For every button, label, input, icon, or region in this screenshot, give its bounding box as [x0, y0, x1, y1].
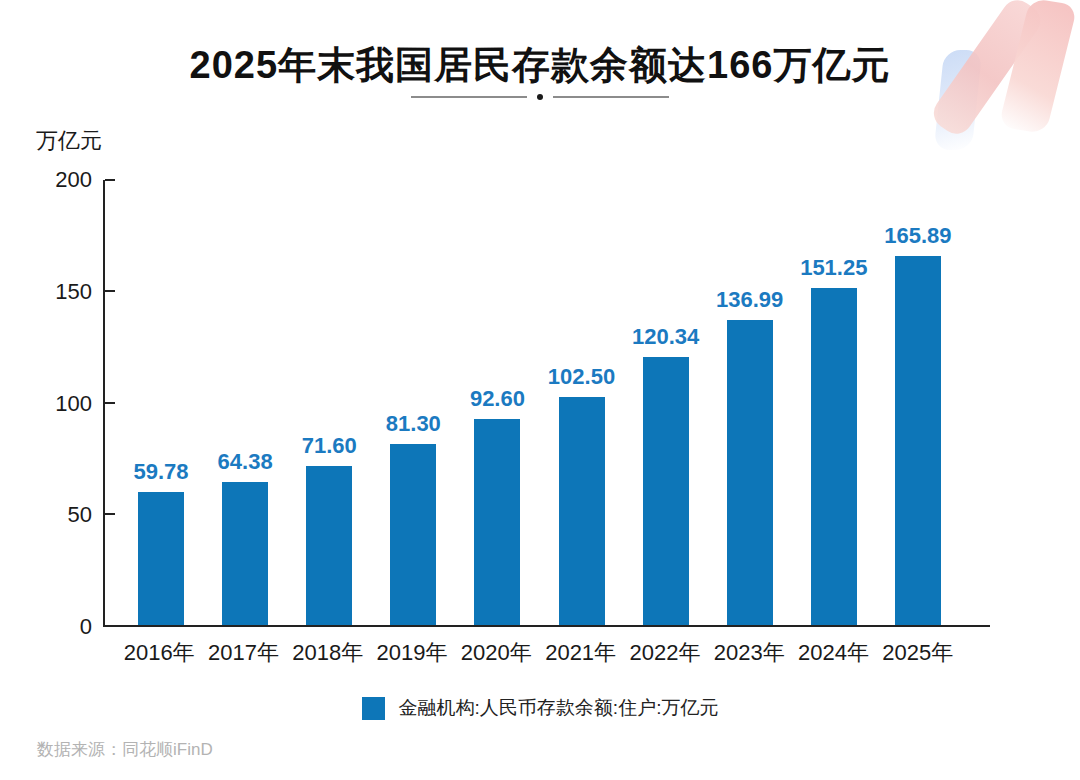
y-axis-tick-mark [105, 402, 115, 404]
bar-column: 102.50 [539, 180, 623, 625]
y-axis-tick-mark [105, 290, 115, 292]
bar-value-label: 92.60 [470, 388, 525, 410]
infographic-canvas: 2025年末我国居民存款余额达166万亿元 万亿元 0 50 100 150 200 5… [0, 0, 1080, 780]
legend: 金融机构:人民币存款余额:住户:万亿元 [0, 695, 1080, 721]
bar [474, 419, 520, 625]
bar-value-label: 81.30 [386, 413, 441, 435]
divider-dot [537, 94, 543, 100]
chart-title: 2025年末我国居民存款余额达166万亿元 [0, 40, 1080, 91]
y-axis-tick-label: 0 [80, 616, 92, 638]
bar [306, 466, 352, 625]
bar-column: 120.34 [624, 180, 708, 625]
bar-column: 81.30 [371, 180, 455, 625]
bar [727, 320, 773, 625]
x-axis-label: 2016年 [117, 638, 201, 668]
x-axis-label: 2019年 [370, 638, 454, 668]
x-axis-label: 2022年 [623, 638, 707, 668]
bar [643, 357, 689, 625]
x-axis-label: 2024年 [791, 638, 875, 668]
y-axis-tick-mark [105, 513, 115, 515]
bar [222, 482, 268, 625]
y-axis-tick-label: 200 [55, 169, 92, 191]
bar-value-label: 59.78 [134, 461, 189, 483]
x-axis-label: 2020年 [454, 638, 538, 668]
x-axis-label: 2017年 [201, 638, 285, 668]
divider-line-right [553, 96, 669, 98]
bar-value-label: 136.99 [716, 289, 783, 311]
y-axis-tick-label: 150 [55, 281, 92, 303]
bar-value-label: 71.60 [302, 435, 357, 457]
bar-column: 64.38 [203, 180, 287, 625]
y-axis-tick-mark [105, 179, 115, 181]
divider-line-left [411, 96, 527, 98]
bar [811, 288, 857, 625]
bar-value-label: 165.89 [884, 225, 951, 247]
y-axis-tick-label: 100 [55, 393, 92, 415]
y-axis-tick-labels: 050100150200 [0, 180, 92, 627]
x-axis-label: 2025年 [876, 638, 960, 668]
title-divider [0, 94, 1080, 100]
bar-value-label: 102.50 [548, 366, 615, 388]
bar [390, 444, 436, 625]
x-axis-labels: 2016年2017年2018年2019年2020年2021年2022年2023年… [103, 638, 990, 668]
bar-column: 92.60 [455, 180, 539, 625]
legend-swatch [362, 697, 385, 720]
x-axis-label: 2021年 [538, 638, 622, 668]
bar [138, 492, 184, 625]
bar-value-label: 120.34 [632, 326, 699, 348]
bar-column: 59.78 [119, 180, 203, 625]
bar-column: 151.25 [792, 180, 876, 625]
bar-column: 165.89 [876, 180, 960, 625]
bars-row: 59.78 64.38 71.60 81.30 92.60 102.50 120.34 136… [105, 180, 990, 625]
y-axis-tick-label: 50 [68, 504, 92, 526]
plot-area: 59.78 64.38 71.60 81.30 92.60 102.50 120.34 136… [103, 180, 990, 627]
bar-value-label: 64.38 [218, 451, 273, 473]
y-axis-unit-label: 万亿元 [36, 126, 102, 156]
x-axis-label: 2018年 [286, 638, 370, 668]
bar-value-label: 151.25 [800, 257, 867, 279]
data-source-note: 数据来源：同花顺iFinD [37, 738, 213, 761]
bar-column: 136.99 [708, 180, 792, 625]
x-axis-label: 2023年 [707, 638, 791, 668]
bar [559, 397, 605, 625]
bar [895, 256, 941, 625]
bar-column: 71.60 [287, 180, 371, 625]
legend-label: 金融机构:人民币存款余额:住户:万亿元 [399, 695, 719, 721]
